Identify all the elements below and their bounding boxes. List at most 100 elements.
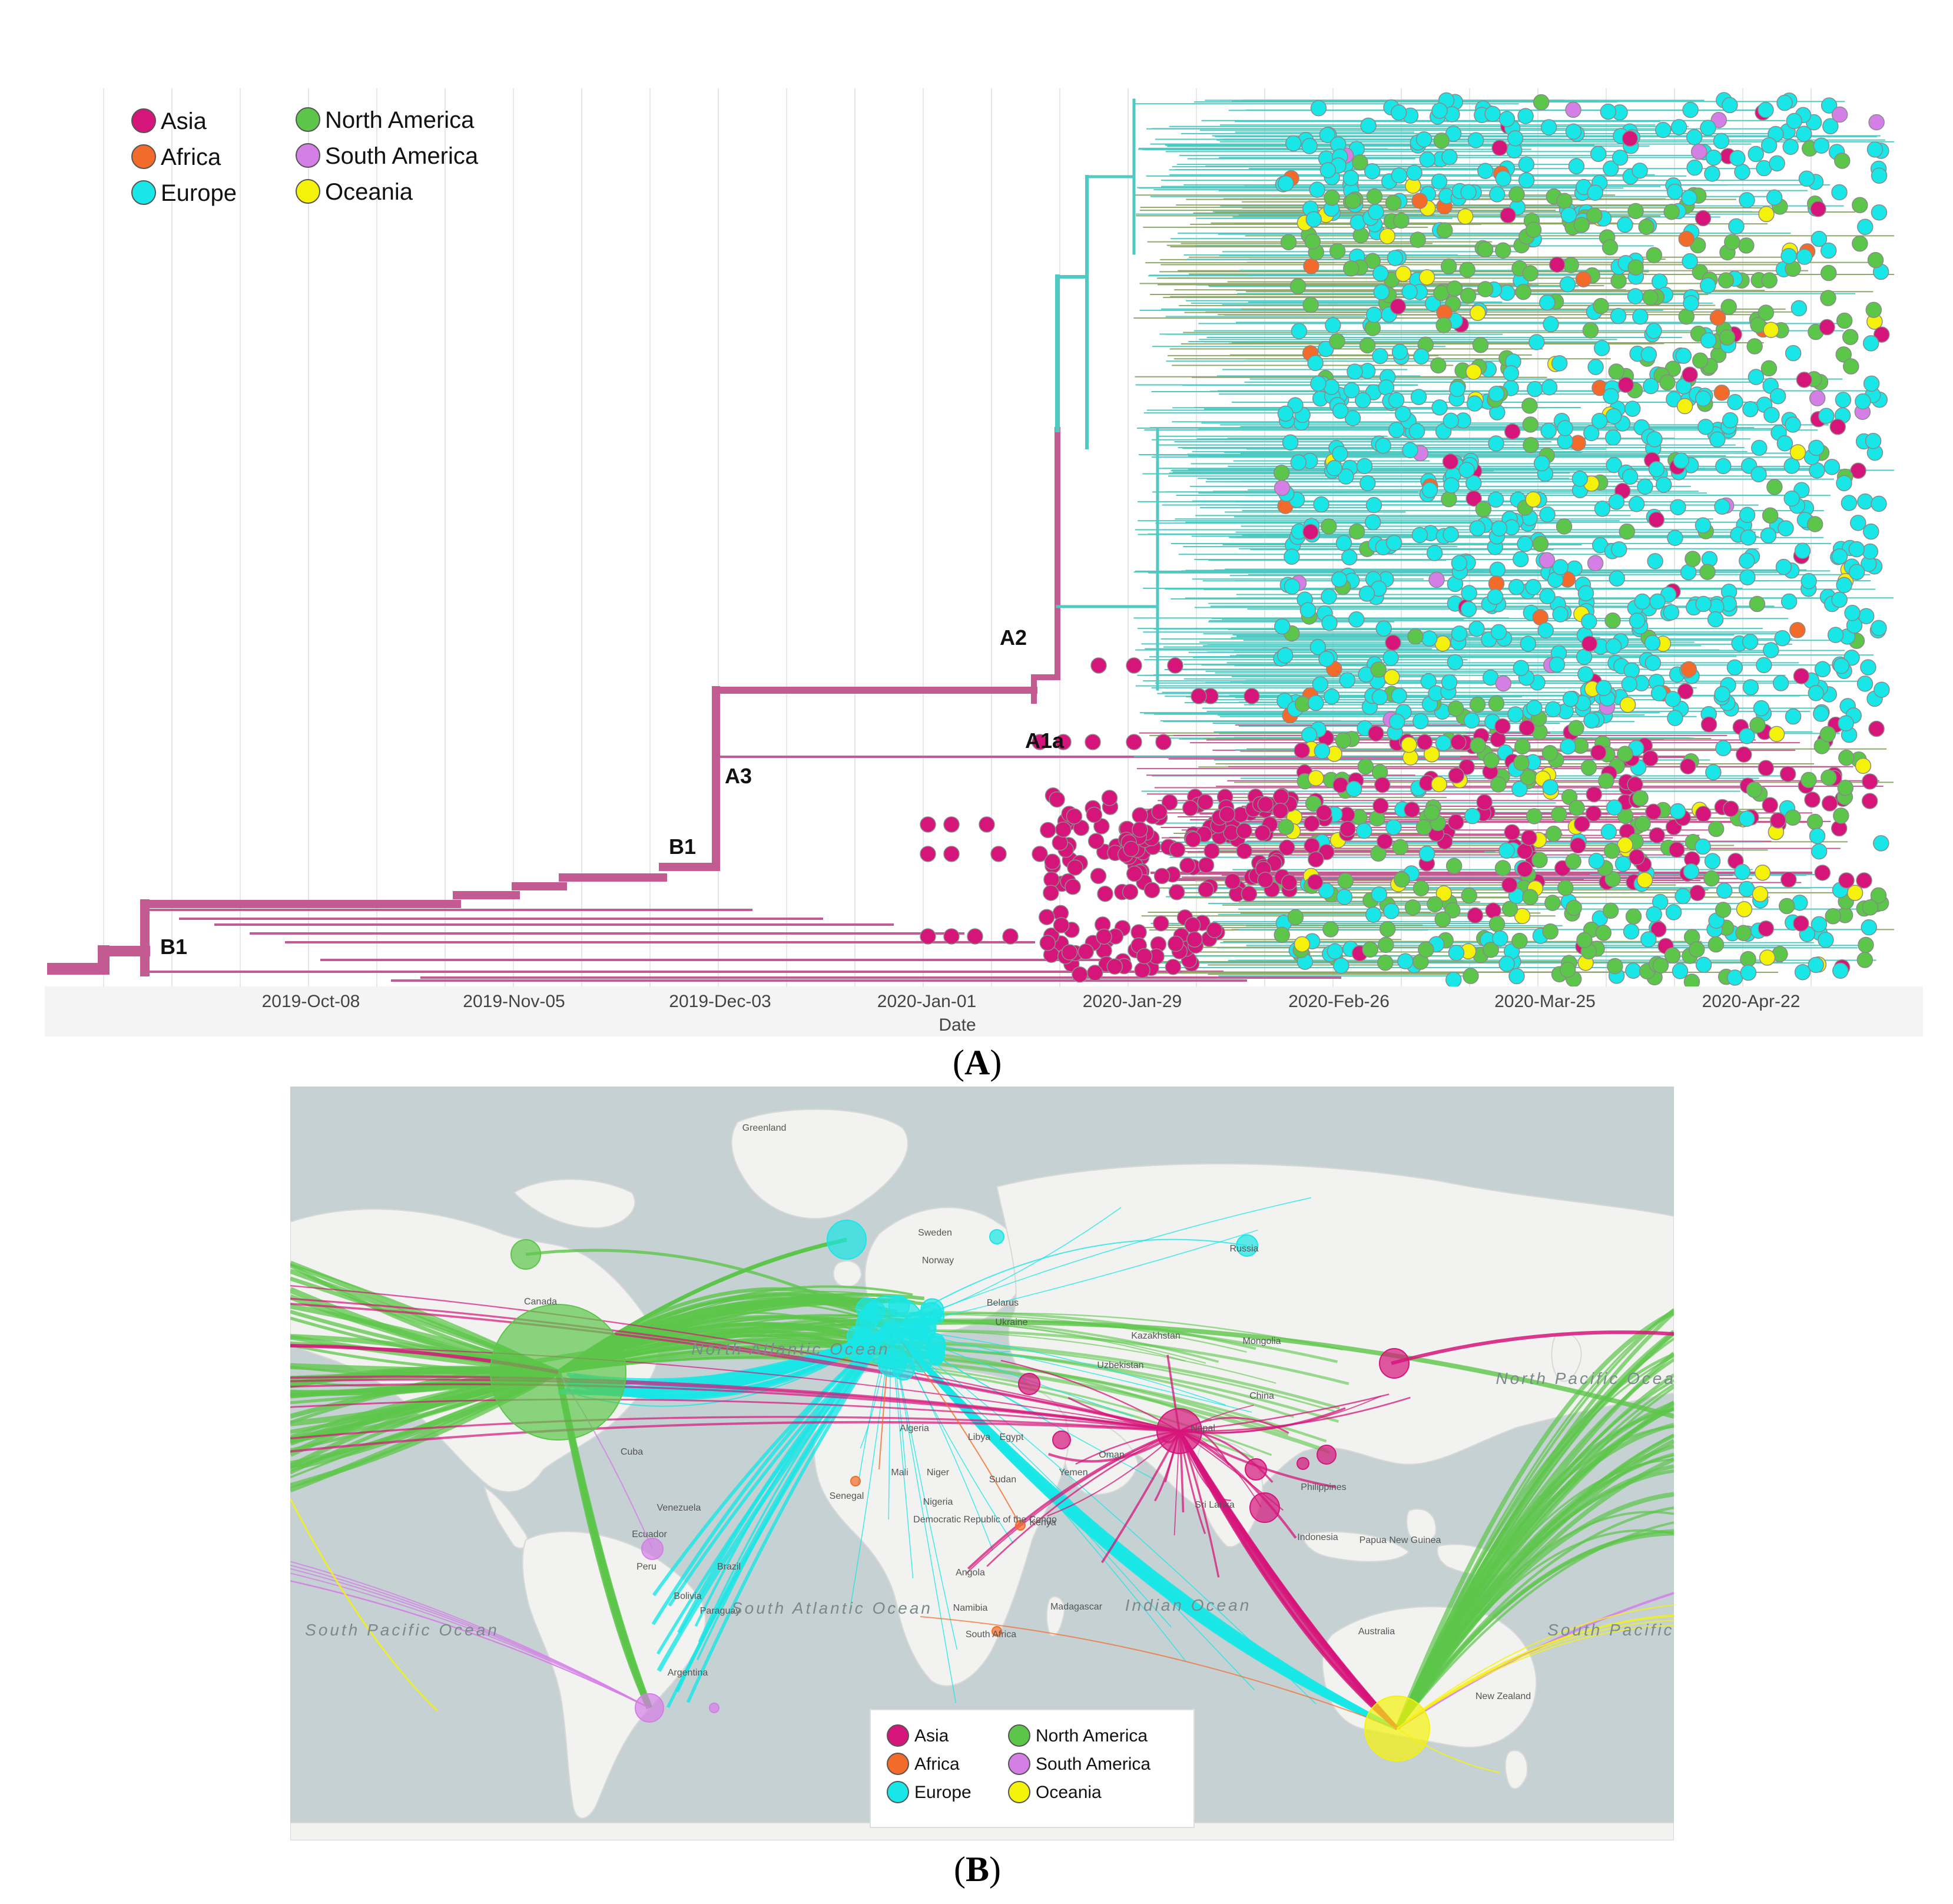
tip-node bbox=[1608, 363, 1624, 380]
tip-node bbox=[1321, 615, 1338, 631]
tip-node bbox=[1654, 121, 1672, 138]
place-label-venezuela: Venezuela bbox=[657, 1503, 701, 1513]
tip-node bbox=[1378, 936, 1394, 953]
place-label-bolivia: Bolivia bbox=[674, 1591, 701, 1601]
tip-node bbox=[1677, 683, 1694, 700]
tip-node bbox=[1868, 720, 1885, 737]
tip-node bbox=[1053, 917, 1070, 933]
tip-node bbox=[1503, 365, 1520, 382]
tip-node bbox=[1841, 495, 1858, 511]
tip-node bbox=[1359, 337, 1376, 354]
tip-node bbox=[1244, 688, 1260, 704]
tip-node bbox=[1291, 323, 1308, 339]
place-label-sudan: Sudan bbox=[989, 1475, 1016, 1485]
tip-node bbox=[1643, 378, 1659, 395]
tip-node bbox=[1335, 535, 1352, 551]
node-india bbox=[1156, 1408, 1202, 1454]
ocean-label-south-atlantic: South Atlantic Ocean bbox=[731, 1599, 933, 1617]
tip-node bbox=[1831, 591, 1848, 608]
tip-node bbox=[1168, 884, 1185, 900]
tip-node bbox=[1619, 696, 1636, 713]
tip-node bbox=[1811, 230, 1828, 247]
tip-node bbox=[1825, 908, 1841, 925]
tip-node bbox=[1410, 389, 1427, 405]
tip-node bbox=[1780, 247, 1797, 264]
tip-node bbox=[1308, 694, 1324, 711]
tip-node bbox=[1738, 237, 1755, 254]
tip-node bbox=[1488, 695, 1505, 712]
tip-node bbox=[1219, 806, 1235, 823]
node-uae bbox=[1052, 1431, 1071, 1449]
tip-node bbox=[1739, 728, 1755, 744]
flow-arc bbox=[290, 1416, 1180, 1440]
tip-node bbox=[1628, 496, 1645, 512]
tip-node bbox=[1303, 258, 1319, 274]
tip-node bbox=[1254, 824, 1271, 842]
tip-node bbox=[1763, 406, 1780, 423]
tip-node bbox=[1179, 857, 1196, 874]
tip-node bbox=[1607, 958, 1623, 975]
legend-swatch-south-america bbox=[296, 143, 320, 168]
place-label-kenya: Kenya bbox=[1029, 1518, 1056, 1528]
tip-node bbox=[1636, 872, 1653, 889]
tip-node bbox=[1277, 647, 1294, 664]
tip-node bbox=[1072, 966, 1088, 983]
tip-node bbox=[1371, 886, 1388, 903]
tip-node bbox=[1441, 491, 1457, 508]
tip-node bbox=[1377, 833, 1393, 850]
tip-node bbox=[1358, 585, 1375, 602]
place-label-philippines: Philippines bbox=[1301, 1482, 1346, 1492]
map-legend: Asia Africa Europe North America South A… bbox=[870, 1709, 1195, 1828]
tip-node bbox=[920, 846, 936, 862]
tip-node bbox=[1538, 294, 1556, 311]
tip-node bbox=[1136, 948, 1153, 965]
tip-node bbox=[1470, 737, 1486, 754]
tip-node bbox=[1498, 955, 1515, 972]
tip-node bbox=[1418, 845, 1435, 862]
tip-node bbox=[1588, 853, 1605, 869]
tip-node bbox=[1203, 843, 1220, 859]
tip-node bbox=[1874, 326, 1890, 343]
tip-node bbox=[1304, 837, 1320, 854]
tip-node bbox=[1413, 348, 1430, 365]
tip-node bbox=[1294, 742, 1310, 759]
node-europe-country bbox=[888, 1295, 910, 1317]
tip-node bbox=[1714, 686, 1730, 703]
tip-node bbox=[1713, 385, 1730, 401]
tip-node bbox=[1490, 624, 1507, 641]
clade-label-b1-root: B1 bbox=[160, 935, 187, 959]
tip-node bbox=[1373, 284, 1390, 300]
tip-node bbox=[1820, 290, 1836, 306]
tip-node bbox=[1735, 925, 1752, 941]
map-legend-label-asia: Asia bbox=[914, 1726, 949, 1746]
tip-node bbox=[1833, 807, 1849, 824]
tip-node bbox=[1763, 642, 1779, 658]
tip-node bbox=[1587, 359, 1604, 375]
tip-node bbox=[1818, 408, 1835, 424]
tip-node bbox=[1722, 800, 1739, 817]
tip-node bbox=[1603, 842, 1620, 859]
tip-node bbox=[1522, 889, 1538, 905]
tip-node bbox=[1568, 158, 1585, 174]
tip-node bbox=[1863, 523, 1879, 540]
tip-node bbox=[1525, 579, 1541, 595]
tip-node bbox=[1319, 162, 1337, 178]
place-label-angola: Angola bbox=[956, 1568, 985, 1578]
tip-node bbox=[1521, 829, 1537, 846]
tip-node bbox=[1039, 935, 1056, 951]
tip-node bbox=[1319, 127, 1336, 144]
tip-node bbox=[1408, 423, 1425, 440]
tip-node bbox=[1389, 713, 1405, 730]
tip-node bbox=[1623, 662, 1640, 679]
tip-node bbox=[1443, 526, 1459, 543]
tip-node bbox=[1823, 459, 1841, 475]
tip-node bbox=[1858, 936, 1874, 953]
tip-node bbox=[1672, 963, 1689, 979]
tip-node bbox=[1197, 794, 1213, 810]
tip-node bbox=[1695, 517, 1712, 534]
tip-node bbox=[1043, 885, 1059, 901]
tip-node bbox=[1307, 355, 1324, 372]
tip-node bbox=[1475, 501, 1492, 518]
tip-node bbox=[1419, 151, 1435, 168]
tip-node bbox=[1412, 713, 1429, 730]
